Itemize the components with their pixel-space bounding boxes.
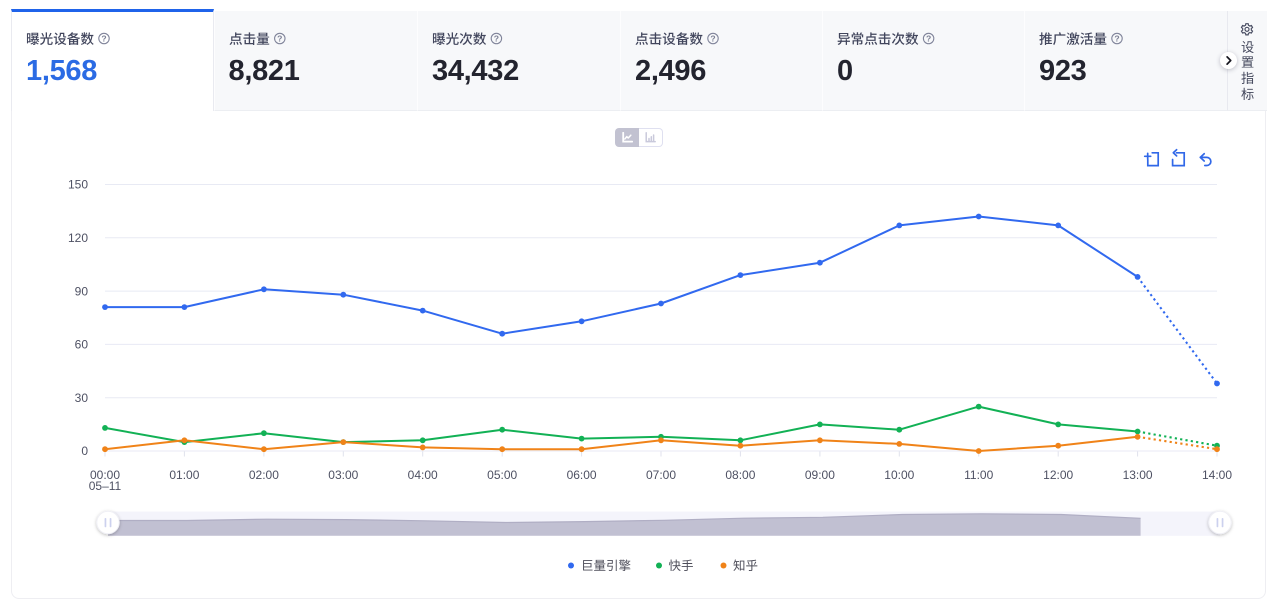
svg-text:05–11: 05–11 [89, 479, 122, 493]
svg-text:08:00: 08:00 [725, 468, 755, 482]
svg-text:150: 150 [68, 178, 88, 192]
svg-text:09:00: 09:00 [805, 468, 835, 482]
svg-text:10:00: 10:00 [884, 468, 914, 482]
svg-text:12:00: 12:00 [1043, 468, 1073, 482]
svg-text:0: 0 [81, 444, 88, 458]
svg-text:06:00: 06:00 [567, 468, 597, 482]
svg-text:60: 60 [75, 338, 89, 352]
svg-text:90: 90 [75, 284, 89, 298]
svg-text:07:00: 07:00 [646, 468, 676, 482]
svg-text:00:00: 00:00 [90, 468, 120, 482]
svg-text:11:00: 11:00 [964, 468, 993, 482]
svg-text:?: ? [101, 34, 106, 44]
svg-text:13:00: 13:00 [1123, 468, 1153, 482]
svg-text:?: ? [926, 34, 931, 44]
svg-text:?: ? [1114, 34, 1119, 44]
svg-text:120: 120 [68, 231, 88, 245]
svg-text:05:00: 05:00 [487, 468, 517, 482]
svg-text:?: ? [277, 34, 282, 44]
svg-text:?: ? [710, 34, 715, 44]
svg-text:01:00: 01:00 [169, 468, 199, 482]
svg-text:14:00: 14:00 [1202, 468, 1232, 482]
svg-text:04:00: 04:00 [408, 468, 438, 482]
svg-text:03:00: 03:00 [328, 468, 358, 482]
svg-text:30: 30 [75, 391, 89, 405]
svg-text:02:00: 02:00 [249, 468, 279, 482]
svg-text:?: ? [494, 34, 499, 44]
